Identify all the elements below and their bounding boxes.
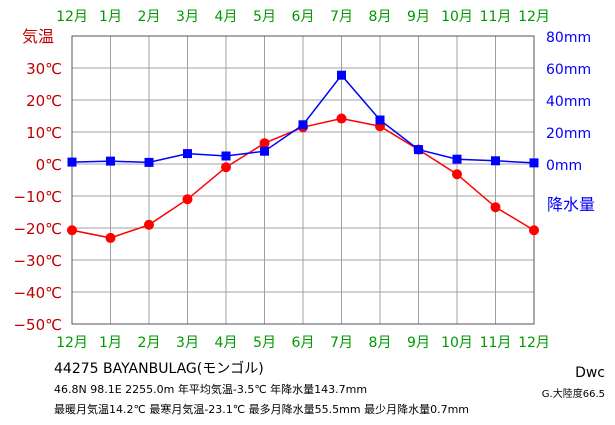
temperature-tick: −40℃ xyxy=(13,284,62,302)
temperature-point xyxy=(490,202,501,213)
continentality-index: G.大陸度66.5 xyxy=(541,389,605,400)
temperature-point xyxy=(336,113,347,124)
temperature-tick: −20℃ xyxy=(13,220,62,238)
temperature-tick: 10℃ xyxy=(26,124,62,142)
temperature-tick: −30℃ xyxy=(13,252,62,270)
month-label-bottom: 9月 xyxy=(407,335,430,351)
precipitation-point xyxy=(67,157,77,167)
month-label-top: 3月 xyxy=(176,9,199,25)
month-label-bottom: 12月 xyxy=(56,335,88,351)
temperature-point xyxy=(529,225,539,236)
month-label-bottom: 11月 xyxy=(480,335,512,351)
temperature-point xyxy=(452,169,462,180)
temperature-point xyxy=(105,232,116,243)
month-label-bottom: 3月 xyxy=(176,335,199,351)
month-label-top: 6月 xyxy=(292,9,315,25)
month-label-bottom: 10月 xyxy=(441,335,473,351)
temperature-tick: −50℃ xyxy=(13,316,62,334)
precipitation-point xyxy=(529,158,539,168)
month-label-top: 8月 xyxy=(369,9,392,25)
month-label-bottom: 7月 xyxy=(330,335,353,351)
temperature-tick: 20℃ xyxy=(26,92,62,110)
bottom-month-labels: 12月 1月 2月 3月 4月 5月 6月 7月 8月 9月 10月 11月 12月 xyxy=(56,335,550,351)
month-label-top: 5月 xyxy=(253,9,276,25)
month-label-top: 12月 xyxy=(518,9,550,25)
month-label-bottom: 6月 xyxy=(292,335,315,351)
precipitation-point xyxy=(491,156,500,166)
temperature-point xyxy=(144,219,154,230)
month-label-bottom: 8月 xyxy=(369,335,392,351)
station-summary-1: 46.8N 98.1E 2255.0m 年平均気温-3.5℃ 年降水量143.7… xyxy=(54,383,368,396)
month-label-top: 7月 xyxy=(330,9,353,25)
temperature-tick: −10℃ xyxy=(13,188,62,206)
month-label-top: 4月 xyxy=(215,9,238,25)
precipitation-series xyxy=(67,70,539,168)
station-name: 44275 BAYANBULAG(モンゴル) xyxy=(54,361,264,377)
precipitation-point xyxy=(260,146,269,156)
temperature-tick: 0℃ xyxy=(36,156,62,174)
precipitation-tick: 0mm xyxy=(546,158,582,174)
station-summary-2: 最暖月気温14.2℃ 最寒月気温-23.1℃ 最多月降水量55.5mm 最少月降… xyxy=(54,403,469,416)
temperature-point xyxy=(259,138,270,149)
precipitation-tick: 80mm xyxy=(546,30,591,46)
month-label-top: 9月 xyxy=(407,9,430,25)
temperature-point xyxy=(221,162,231,173)
precipitation-point xyxy=(221,151,231,161)
precipitation-tick: 20mm xyxy=(546,126,591,142)
precipitation-point xyxy=(337,70,346,80)
temperature-axis-label: 気温 xyxy=(22,27,54,46)
precipitation-point xyxy=(144,157,154,167)
precipitation-point xyxy=(183,149,192,159)
temperature-point xyxy=(67,225,77,236)
month-label-bottom: 1月 xyxy=(99,335,122,351)
temperature-point xyxy=(182,194,193,205)
temperature-tick-labels: 30℃ 20℃ 10℃ 0℃ −10℃ −20℃ −30℃ −40℃ −50℃ xyxy=(13,60,62,334)
precipitation-point xyxy=(452,154,462,164)
month-label-top: 1月 xyxy=(99,9,122,25)
month-label-bottom: 12月 xyxy=(518,335,550,351)
month-label-top: 10月 xyxy=(441,9,473,25)
precipitation-axis-label: 降水量 xyxy=(547,195,595,214)
climate-code: Dwc xyxy=(575,365,605,381)
precipitation-point xyxy=(414,145,423,155)
precipitation-tick: 40mm xyxy=(546,94,591,110)
plot-frame xyxy=(71,35,535,325)
climate-chart: 12月 1月 2月 3月 4月 5月 6月 7月 8月 9月 10月 11月 12月 12月 1月 2月 3月… xyxy=(13,9,595,351)
precipitation-tick: 60mm xyxy=(546,62,591,78)
month-label-top: 2月 xyxy=(138,9,161,25)
precipitation-point xyxy=(298,120,308,130)
temperature-tick: 30℃ xyxy=(26,60,62,78)
precipitation-tick-labels: 80mm 60mm 40mm 20mm 0mm xyxy=(546,30,591,174)
month-label-bottom: 5月 xyxy=(253,335,276,351)
month-label-bottom: 4月 xyxy=(215,335,238,351)
precipitation-point xyxy=(106,156,115,166)
month-label-top: 12月 xyxy=(56,9,88,25)
top-month-labels: 12月 1月 2月 3月 4月 5月 6月 7月 8月 9月 10月 11月 12月 xyxy=(56,9,550,25)
month-label-top: 11月 xyxy=(480,9,512,25)
precipitation-point xyxy=(375,115,385,125)
month-label-bottom: 2月 xyxy=(138,335,161,351)
